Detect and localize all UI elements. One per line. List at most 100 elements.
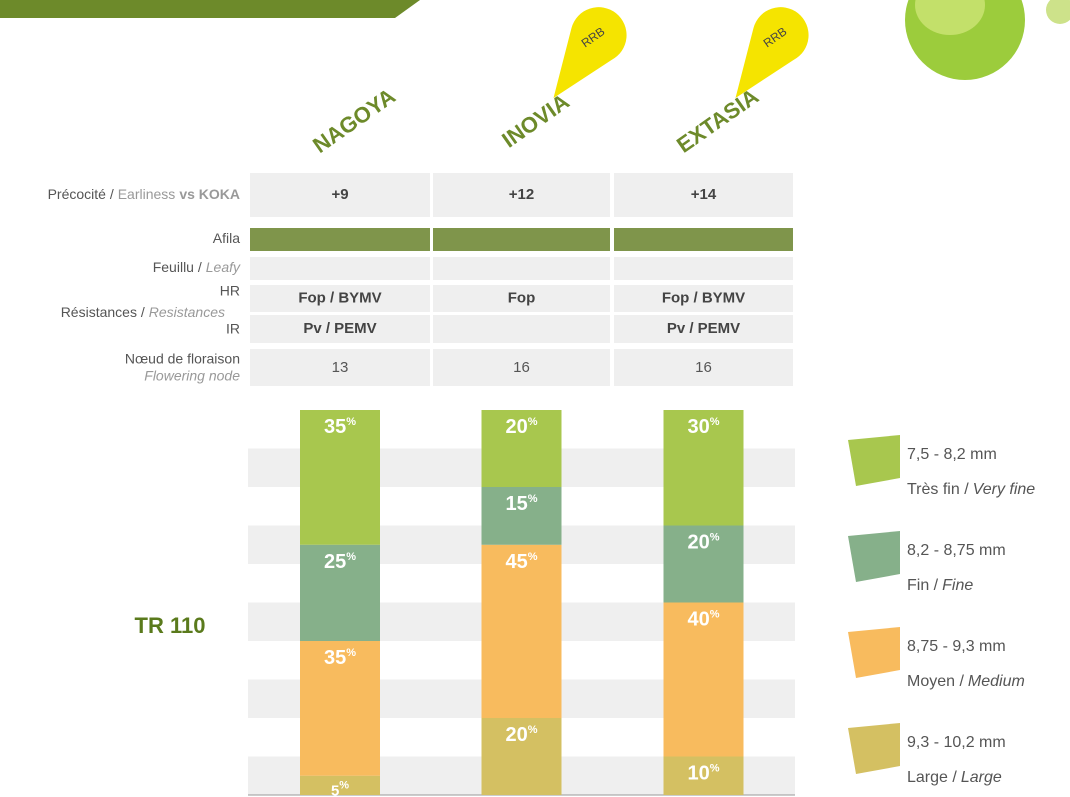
desc-en: Large [961, 769, 1002, 786]
value: 40 [687, 609, 709, 631]
unit: % [339, 779, 349, 791]
value: 25 [324, 551, 346, 573]
unit: % [528, 493, 538, 505]
label-part: Earliness [118, 186, 176, 202]
legend-description: Moyen / Medium [907, 673, 1025, 690]
banner [0, 0, 420, 18]
table-cell [250, 228, 430, 251]
data-label: 20% [505, 416, 537, 438]
label-part: Feuillu / [153, 259, 202, 275]
legend-name: 8,75 - 9,3 mm [907, 638, 1006, 655]
bar-segment [481, 544, 562, 718]
label-part: Afila [213, 230, 240, 246]
table-cell [614, 173, 793, 217]
legend-name: 8,2 - 8,75 mm [907, 542, 1006, 559]
bar-segment [663, 410, 744, 526]
legend-name: 9,3 - 10,2 mm [907, 734, 1006, 751]
legend-swatch [848, 435, 900, 486]
unit: % [528, 724, 538, 736]
data-label: 5% [331, 779, 349, 797]
pea-highlight [915, 0, 985, 35]
table-cell [250, 173, 430, 217]
cell-value: +14 [691, 186, 717, 203]
legend-description: Fin / Fine [907, 577, 973, 594]
data-label: 15% [505, 493, 537, 515]
unit: % [710, 608, 720, 620]
unit: % [710, 762, 720, 774]
desc-fr: Moyen / [907, 673, 964, 690]
pea-image [1046, 0, 1070, 24]
variety-name: EXTASIA [672, 83, 763, 157]
value: 35 [324, 416, 346, 438]
legend-description: Large / Large [907, 769, 1002, 786]
bar-segment [300, 544, 380, 641]
cell-value: Pv / PEMV [303, 320, 376, 337]
variety-name: NAGOYA [308, 83, 400, 158]
row-label: Précocité / Earliness vs KOKA [48, 186, 240, 202]
label-part: Précocité / [48, 186, 114, 202]
bar-segment [663, 525, 744, 603]
table-cell [433, 173, 610, 217]
unit: % [346, 551, 356, 563]
cell-value: 16 [513, 359, 530, 376]
desc-en: Fine [942, 577, 973, 594]
unit: % [346, 416, 356, 428]
cell-value: +9 [331, 186, 348, 203]
table-cell [433, 349, 610, 386]
badge [735, 7, 809, 99]
label-part: Leafy [206, 259, 241, 275]
label-part: Résistances / [61, 304, 145, 320]
unit: % [528, 416, 538, 428]
cell-value: +12 [509, 186, 534, 203]
unit: % [528, 551, 538, 563]
data-label: 35% [324, 647, 356, 669]
data-label: 40% [687, 608, 719, 630]
bar-segment [481, 487, 562, 545]
cell-value: 13 [332, 359, 349, 376]
legend-description: Très fin / Very fine [907, 481, 1035, 498]
data-label: 25% [324, 551, 356, 573]
value: 20 [687, 532, 709, 554]
bar-segment [663, 756, 744, 795]
unit: % [710, 531, 720, 543]
data-label: 10% [687, 762, 719, 784]
variety-name: INOVIA [497, 89, 574, 153]
table-cell [614, 257, 793, 280]
data-label: 20% [687, 531, 719, 553]
data-label: 45% [505, 551, 537, 573]
table-cell [614, 285, 793, 312]
data-label: 20% [505, 724, 537, 746]
chart-label: TR 110 [135, 613, 206, 638]
unit: % [346, 647, 356, 659]
legend-name: 7,5 - 8,2 mm [907, 446, 997, 463]
bar-segment [300, 775, 380, 795]
desc-fr: Fin / [907, 577, 939, 594]
value: 35 [324, 647, 346, 669]
table-cell [433, 257, 610, 280]
table-cell [614, 315, 793, 343]
value: 20 [505, 724, 527, 746]
table-cell [433, 228, 610, 251]
table-cell [250, 285, 430, 312]
table-cell [250, 315, 430, 343]
value: 10 [687, 763, 709, 785]
bar-segment [300, 641, 380, 776]
legend-swatch [848, 531, 900, 582]
bar-segment [481, 718, 562, 795]
badge [553, 7, 627, 99]
value: 30 [687, 416, 709, 438]
table-cell [433, 315, 610, 343]
row-label: Nœud de floraison [125, 351, 240, 367]
desc-en: Very fine [973, 481, 1036, 498]
table-cell [614, 228, 793, 251]
legend-swatch [848, 723, 900, 774]
bar-segment [481, 410, 562, 487]
table-cell [250, 257, 430, 280]
row-label: Flowering node [144, 368, 240, 384]
desc-fr: Large / [907, 769, 957, 786]
cell-value: 16 [695, 359, 712, 376]
value: 15 [505, 493, 527, 515]
cell-value: Pv / PEMV [667, 320, 740, 337]
desc-en: Medium [968, 673, 1025, 690]
table-cell [433, 285, 610, 312]
